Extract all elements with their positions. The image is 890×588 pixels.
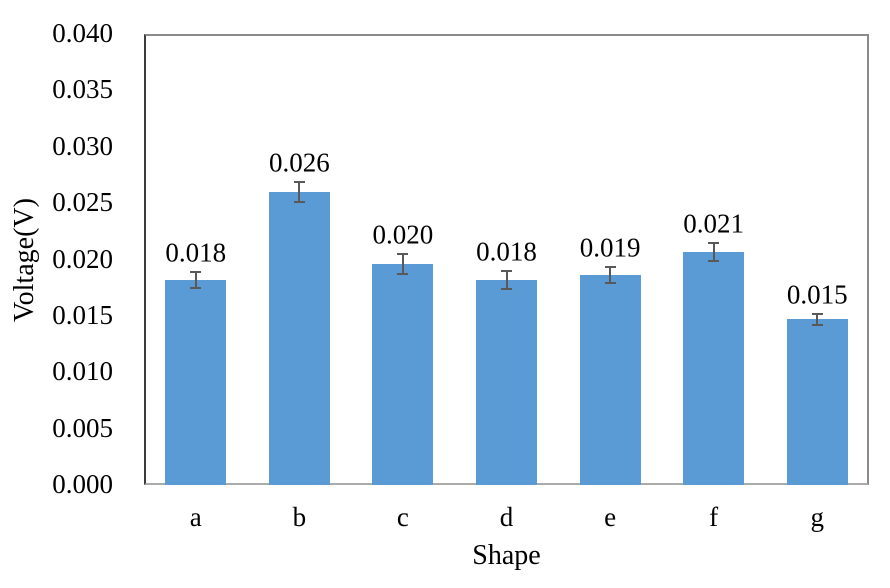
error-bar-cap	[397, 273, 409, 276]
y-tick-label: 0.030	[52, 130, 113, 161]
y-tick-label: 0.025	[52, 187, 113, 218]
x-tick-label: g	[810, 502, 824, 532]
error-bar-cap	[811, 323, 823, 326]
bar-c	[372, 264, 434, 485]
bar-f	[683, 251, 745, 485]
error-bar-cap	[397, 252, 409, 255]
bar-d	[476, 279, 537, 485]
error-bar-cap	[190, 286, 202, 289]
y-tick-label: 0.000	[52, 468, 113, 499]
x-tick-label: f	[709, 502, 719, 532]
y-tick-label: 0.035	[52, 74, 113, 105]
y-tick-label: 0.005	[52, 412, 113, 443]
y-axis-title: Voltage(V)	[9, 197, 40, 322]
error-bar-cap	[293, 180, 305, 183]
y-tick-label: 0.040	[52, 17, 113, 48]
x-tick-label: c	[396, 502, 409, 532]
error-bar-cap	[604, 266, 616, 269]
x-tick-label: d	[499, 502, 514, 532]
bar-value-label: 0.015	[786, 279, 848, 310]
error-bar-cap	[708, 259, 720, 262]
x-axis-title: Shape	[472, 540, 541, 571]
bar-value-label: 0.019	[579, 233, 641, 264]
bar-value-label: 0.026	[268, 147, 330, 178]
x-tick-label: b	[292, 502, 307, 532]
bar-b	[268, 191, 330, 485]
error-bar-cap	[708, 241, 720, 244]
x-tick-label: e	[604, 502, 617, 532]
error-bar-cap	[190, 270, 202, 273]
error-bar-line	[609, 267, 612, 284]
x-tick-label: a	[189, 502, 202, 532]
error-bar-cap	[501, 269, 512, 272]
bar-a	[165, 279, 227, 485]
error-bar-line	[816, 313, 819, 325]
error-bar-line	[298, 181, 301, 202]
error-bar-line	[712, 242, 715, 261]
bar-e	[579, 275, 641, 485]
error-bar-cap	[501, 287, 512, 290]
bar-g	[786, 319, 848, 485]
bar-value-label: 0.020	[372, 219, 434, 250]
bar-value-label: 0.021	[683, 208, 745, 239]
bar-value-label: 0.018	[476, 236, 537, 267]
error-bar-line	[505, 270, 508, 289]
y-tick-label: 0.020	[52, 243, 113, 274]
error-bar-cap	[604, 282, 616, 285]
y-tick-label: 0.015	[52, 299, 113, 330]
error-bar-line	[401, 253, 404, 275]
error-bar-line	[194, 271, 197, 288]
y-tick-label: 0.010	[52, 356, 113, 387]
error-bar-cap	[293, 200, 305, 203]
bar-value-label: 0.018	[165, 237, 227, 268]
error-bar-cap	[811, 312, 823, 315]
